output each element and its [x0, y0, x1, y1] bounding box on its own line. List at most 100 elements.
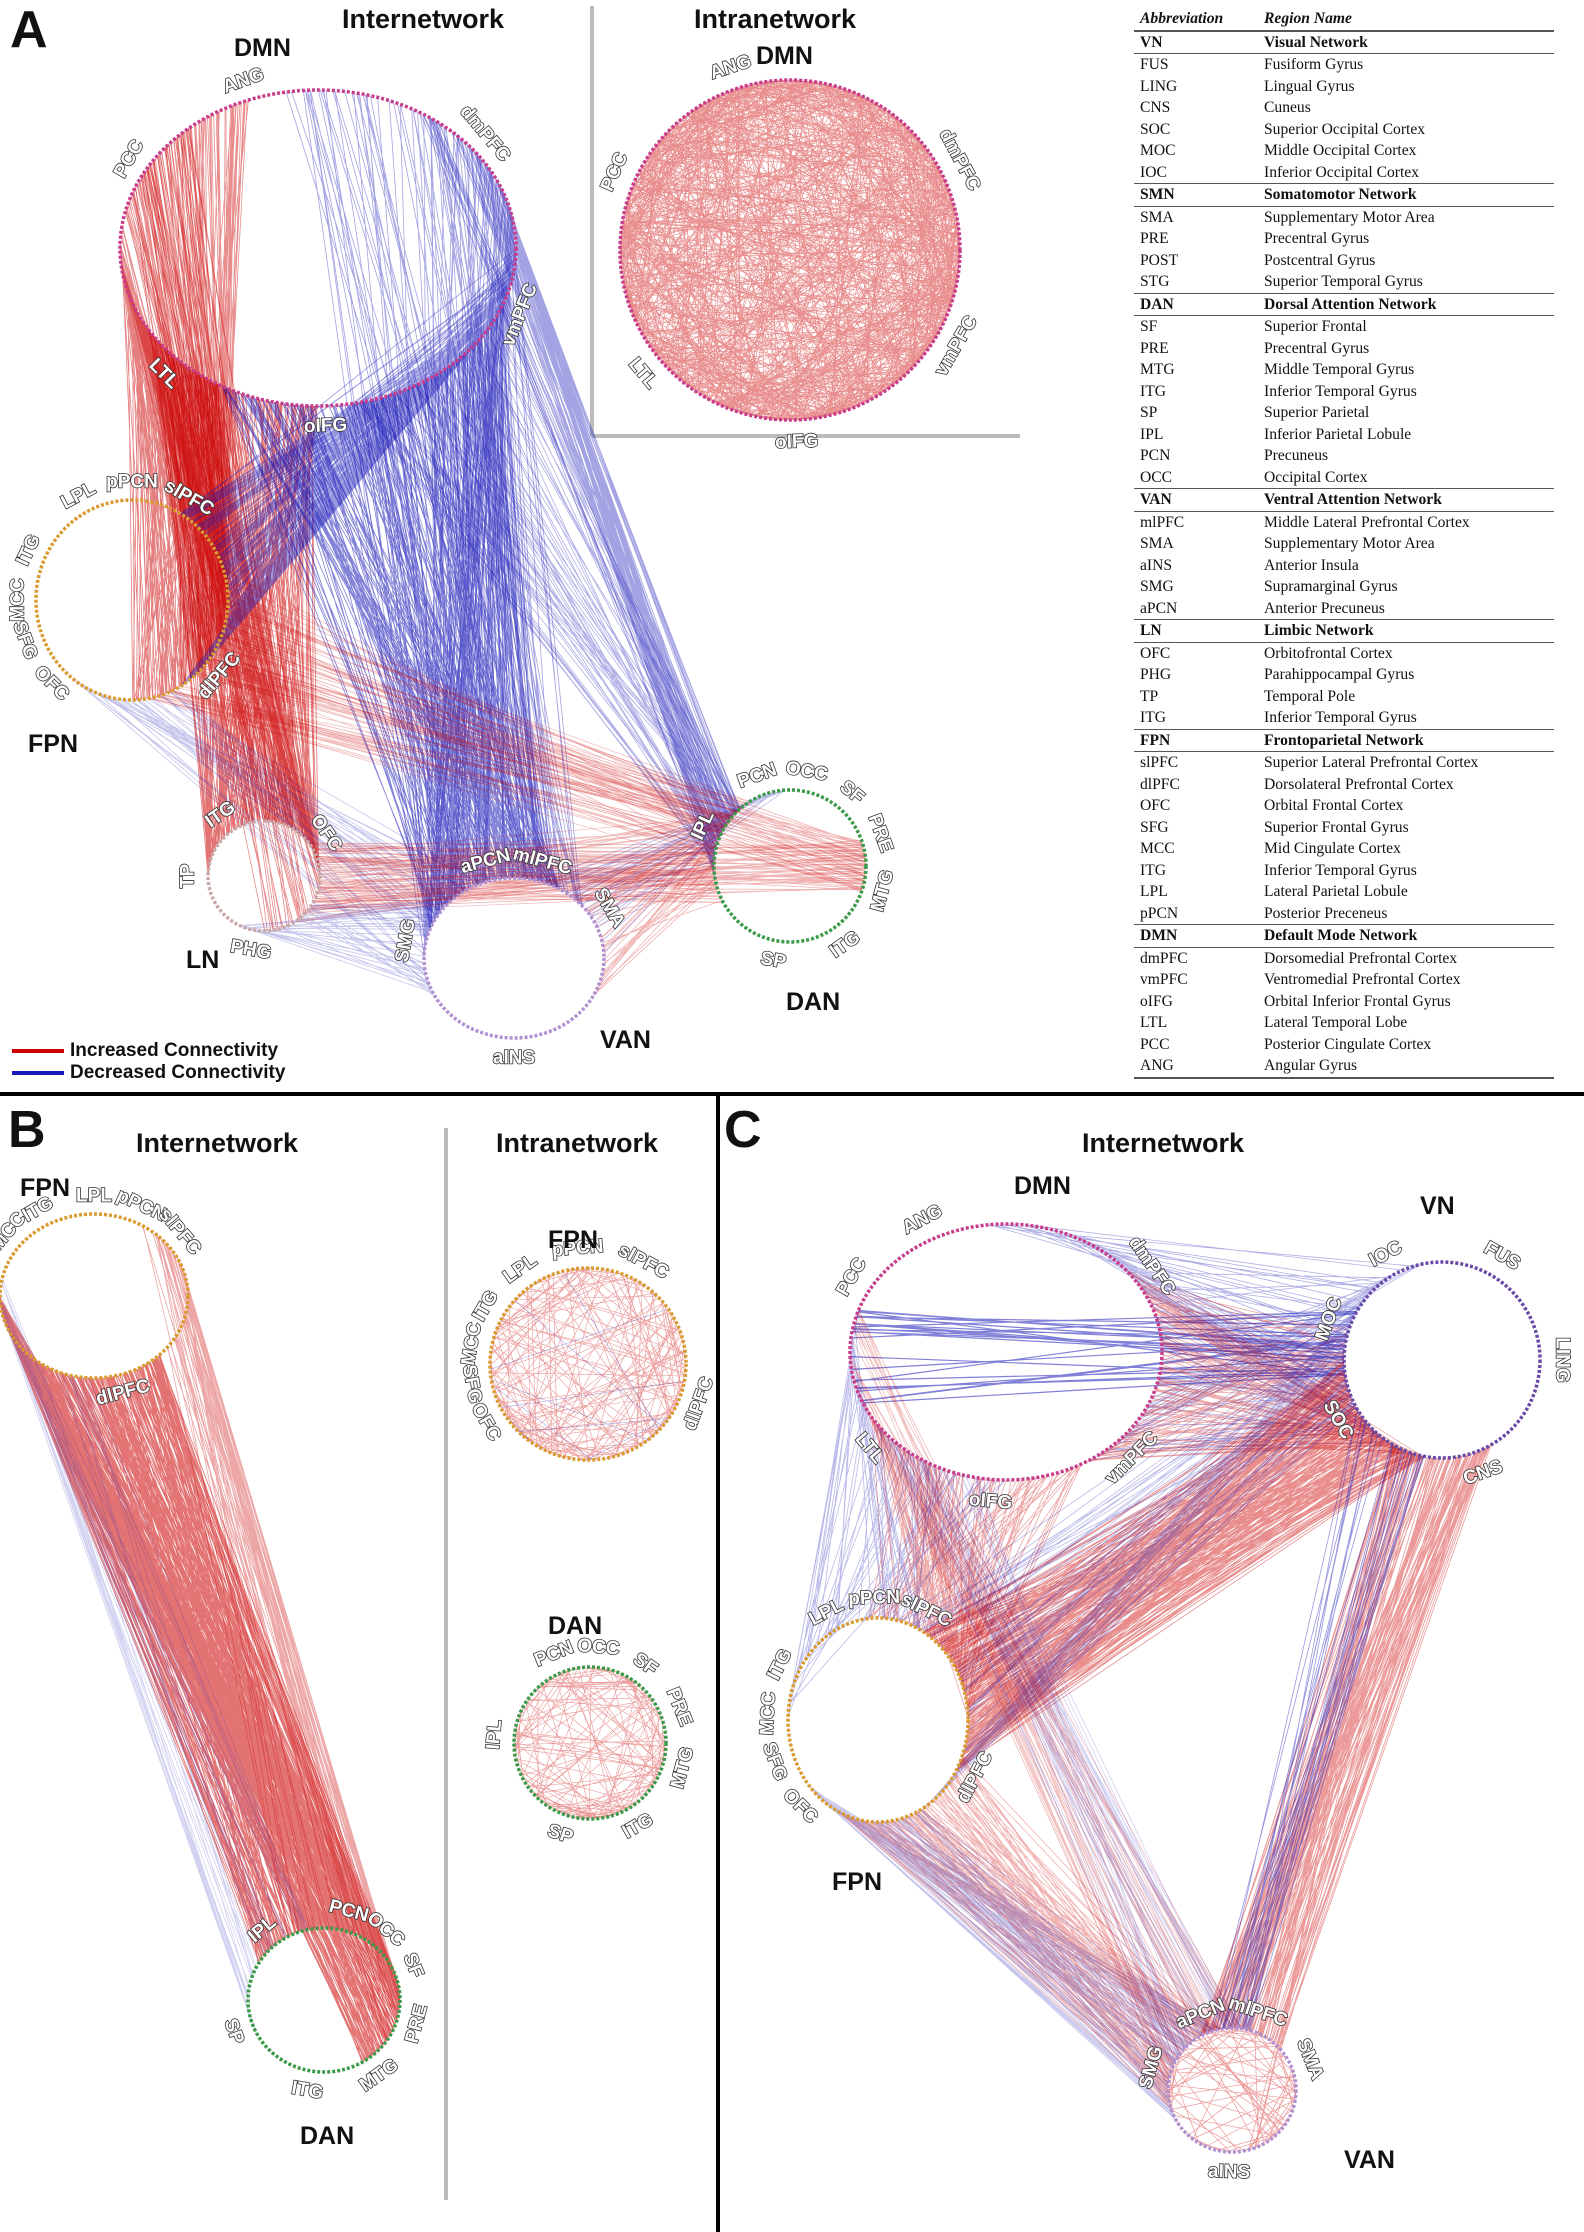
- table-row: FUS Fusiform Gyrus: [1134, 54, 1554, 76]
- c-fpn-mcc: MCC: [757, 1691, 780, 1736]
- c-dmn-oifg: oIFG: [968, 1489, 1013, 1514]
- region-name-cell: Lateral Parietal Lobule: [1264, 883, 1408, 900]
- table-row: dlPFC Dorsolateral Prefrontal Cortex: [1134, 774, 1554, 796]
- abbreviation-cell: PRE: [1140, 339, 1169, 357]
- table-row: FPN Frontoparietal Network: [1134, 728, 1554, 752]
- a-intra-ltl: LTL: [624, 354, 662, 393]
- a-dan-occ: OCC: [784, 757, 830, 785]
- b-intra-dan-occ: OCC: [576, 1635, 620, 1660]
- legend-increased: Increased Connectivity: [12, 1040, 285, 1062]
- region-name-cell: Limbic Network: [1258, 619, 1554, 643]
- edge-bundle: [899, 1297, 1367, 1808]
- c-van-label: VAN: [1344, 2146, 1395, 2174]
- c-van-ains: aINS: [1208, 2161, 1251, 2183]
- a-intra-dmpfc: dmPFC: [935, 126, 985, 195]
- table-row: SMN Somatomotor Network: [1134, 183, 1554, 207]
- edge-bundle: [419, 112, 741, 879]
- intra-edges: [619, 79, 961, 421]
- a-intra-pcc: PCC: [597, 149, 633, 194]
- decreased-swatch: [12, 1071, 64, 1075]
- region-name-cell: Ventral Attention Network: [1258, 488, 1554, 512]
- connection-edges: [0, 79, 1492, 2153]
- table-row: SP Superior Parietal: [1134, 402, 1554, 424]
- b-intra-dan-pcn: PCN: [531, 1637, 576, 1672]
- b-intra-fpn-label: FPN: [548, 1226, 598, 1254]
- edge-bundle: [1210, 1409, 1425, 2032]
- a-van-smg: SMG: [392, 917, 420, 963]
- b-intra-fpn-ring: [488, 1266, 688, 1462]
- table-row: PCC Posterior Cingulate Cortex: [1134, 1034, 1554, 1056]
- abbreviation-cell: PRE: [1140, 230, 1169, 247]
- abbreviation-cell: LN: [1134, 619, 1258, 643]
- abbreviation-cell: aPCN: [1140, 599, 1178, 617]
- b-dan-sf: SF: [399, 1950, 428, 1980]
- region-name-cell: Supramarginal Gyrus: [1264, 578, 1398, 595]
- a-fpn-ofc: OFC: [30, 662, 73, 705]
- a-dmn-pcc: PCC: [110, 136, 148, 181]
- abbreviation-cell: VAN: [1134, 488, 1258, 512]
- edge-bundle: [240, 896, 456, 997]
- abbreviation-cell: TP: [1140, 687, 1159, 705]
- c-vn-ioc: IOC: [1366, 1237, 1406, 1272]
- abbreviation-cell: ITG: [1140, 382, 1166, 400]
- region-name-cell: Supplementary Motor Area: [1264, 535, 1435, 552]
- a-intra-ang: ANG: [707, 51, 754, 84]
- region-name-cell: Inferior Temporal Gyrus: [1264, 861, 1417, 879]
- table-row: SMA Supplementary Motor Area: [1134, 206, 1554, 228]
- edge-bundle: [787, 1310, 1006, 1717]
- table-row: MCC Mid Cingulate Cortex: [1134, 838, 1554, 860]
- a-fpn-ring: [34, 498, 230, 702]
- a-dan-label: DAN: [786, 988, 841, 1016]
- abbreviation-cell: OFC: [1140, 797, 1171, 814]
- table-row: STG Superior Temporal Gyrus: [1134, 271, 1554, 293]
- edge-bundle: [353, 302, 742, 866]
- abbreviation-cell: ITG: [1140, 709, 1166, 726]
- a-ln-label: LN: [186, 946, 220, 974]
- b-dan-pre: PRE: [402, 2002, 432, 2045]
- region-name-cell: Inferior Occipital Cortex: [1264, 163, 1420, 181]
- abbreviation-cell: ITG: [1140, 861, 1166, 879]
- table-row: ANG Angular Gyrus: [1134, 1055, 1554, 1079]
- panel-b-intranetwork-title: Intranetwork: [496, 1128, 659, 1158]
- b-fpn-ring: [0, 1212, 190, 1380]
- abbreviation-cell: FUS: [1140, 56, 1169, 73]
- abbreviation-cell: SMN: [1134, 183, 1258, 207]
- region-name-cell: Lateral Temporal Lobe: [1264, 1014, 1408, 1031]
- abbreviation-cell: pPCN: [1140, 904, 1179, 922]
- table-row: pPCN Posterior Preceneus: [1134, 903, 1554, 925]
- c-van-ring: [1166, 2026, 1298, 2154]
- c-vn-label: VN: [1420, 1192, 1455, 1220]
- table-row: MOC Middle Occipital Cortex: [1134, 140, 1554, 162]
- table-row: OCC Occipital Cortex: [1134, 467, 1554, 489]
- c-vn-ling: LING: [1552, 1337, 1573, 1382]
- abbreviation-cell: dmPFC: [1140, 949, 1188, 967]
- abbreviation-cell: SMG: [1140, 578, 1174, 595]
- region-name-cell: Orbital Frontal Cortex: [1264, 797, 1404, 814]
- edge-bundle: [1199, 1444, 1492, 2051]
- table-row: VAN Ventral Attention Network: [1134, 488, 1554, 512]
- abbreviation-cell: SOC: [1140, 120, 1171, 138]
- a-intra-oifg: oIFG: [775, 431, 819, 453]
- a-dan-sf: SF: [836, 777, 868, 809]
- region-name-cell: Superior Occipital Cortex: [1264, 120, 1426, 138]
- abbreviation-cell: OCC: [1140, 468, 1173, 486]
- abbreviation-cell: ANG: [1134, 1055, 1258, 1079]
- region-name-cell: Inferior Temporal Gyrus: [1264, 382, 1417, 400]
- b-intra-dan-ring: [512, 1665, 668, 1821]
- panel-c-internetwork-title: Internetwork: [1082, 1128, 1245, 1158]
- region-name-cell: Orbital Inferior Frontal Gyrus: [1264, 992, 1451, 1010]
- panel-a-intranetwork-title: Intranetwork: [694, 4, 857, 34]
- abbreviation-cell: IPL: [1140, 425, 1164, 443]
- a-fpn-mcc: MCC: [8, 578, 29, 622]
- abbreviation-cell: PCC: [1140, 1035, 1170, 1053]
- c-van-sma: SMA: [1292, 2036, 1327, 2083]
- region-name-cell: Superior Parietal: [1264, 404, 1370, 421]
- table-row: slPFC Superior Lateral Prefrontal Cortex: [1134, 752, 1554, 774]
- region-name-cell: Frontoparietal Network: [1258, 728, 1554, 752]
- a-van-label: VAN: [600, 1026, 651, 1054]
- a-dmn-ring: [118, 88, 518, 408]
- b-intra-dan-itg: ITG: [619, 1809, 657, 1843]
- b-intra-dan-sp: SP: [545, 1820, 576, 1848]
- a-ln-ring: [206, 819, 322, 933]
- region-name-cell: Default Mode Network: [1258, 924, 1554, 948]
